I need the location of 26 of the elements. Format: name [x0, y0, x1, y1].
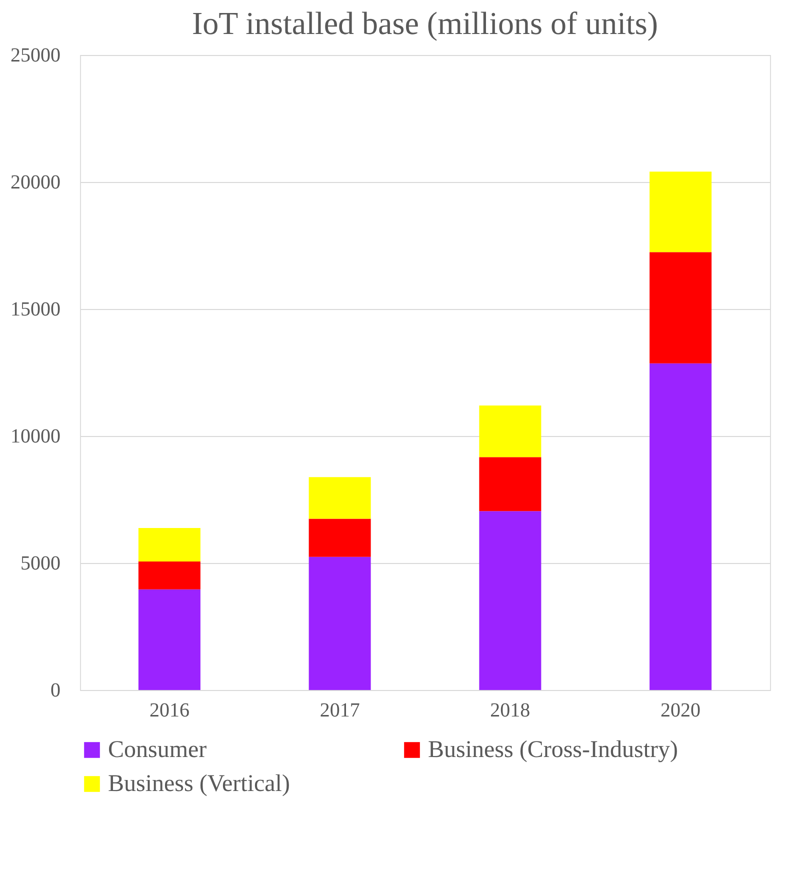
- chart-title: IoT installed base (millions of units): [192, 5, 658, 41]
- bar: [138, 589, 200, 690]
- y-tick-label: 10000: [10, 426, 60, 448]
- legend-label: Business (Vertical): [108, 771, 290, 797]
- y-tick-label: 20000: [10, 172, 60, 194]
- bar: [650, 172, 712, 252]
- bar: [479, 457, 542, 512]
- legend-label: Consumer: [108, 737, 207, 763]
- bar: [308, 556, 371, 690]
- x-tick-label: 2016: [149, 700, 190, 722]
- bar: [479, 511, 542, 690]
- y-tick-label: 25000: [10, 44, 60, 66]
- bar: [650, 363, 712, 690]
- x-tick-label: 2020: [660, 700, 701, 722]
- y-tick-label: 0: [50, 680, 60, 702]
- bar: [650, 252, 712, 364]
- bar: [138, 561, 200, 590]
- y-tick-label: 5000: [20, 552, 60, 574]
- bar: [308, 477, 371, 519]
- x-tick-label: 2018: [490, 700, 530, 722]
- bar: [308, 518, 371, 557]
- bar: [479, 406, 542, 458]
- x-tick-label: 2017: [320, 700, 360, 722]
- y-tick-label: 15000: [10, 298, 60, 320]
- bar: [138, 528, 200, 562]
- legend-label: Business (Cross-Industry): [428, 737, 678, 763]
